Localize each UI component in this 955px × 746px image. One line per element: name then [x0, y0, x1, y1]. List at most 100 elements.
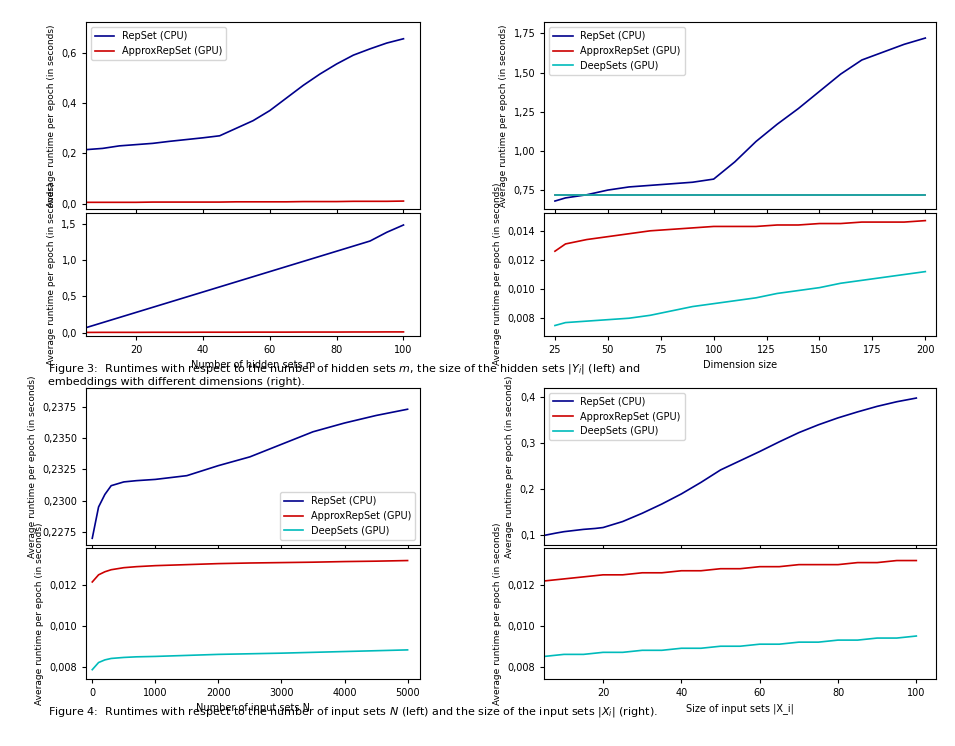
RepSet (CPU)	[899, 40, 910, 48]
ApproxRepSet (GPU)	[397, 197, 409, 206]
Line: RepSet (CPU): RepSet (CPU)	[86, 39, 403, 150]
Y-axis label: Average runtime per epoch (in seconds): Average runtime per epoch (in seconds)	[47, 25, 55, 207]
RepSet (CPU)	[130, 140, 141, 149]
ApproxRepSet (GPU)	[365, 197, 376, 206]
RepSet (CPU)	[754, 447, 766, 456]
RepSet (CPU)	[578, 525, 589, 534]
RepSet (CPU)	[793, 428, 804, 437]
RepSet (CPU)	[539, 531, 550, 540]
RepSet (CPU)	[276, 440, 287, 449]
RepSet (CPU)	[687, 178, 698, 186]
RepSet (CPU)	[150, 475, 161, 484]
RepSet (CPU)	[656, 500, 668, 509]
RepSet (CPU)	[666, 179, 677, 188]
ApproxRepSet (GPU)	[96, 198, 108, 207]
ApproxRepSet (GPU)	[80, 198, 92, 207]
RepSet (CPU)	[772, 120, 783, 129]
RepSet (CPU)	[550, 529, 562, 538]
RepSet (CPU)	[213, 461, 224, 470]
Legend: RepSet (CPU), ApproxRepSet (GPU), DeepSets (GPU): RepSet (CPU), ApproxRepSet (GPU), DeepSe…	[549, 28, 685, 75]
RepSet (CPU)	[549, 196, 561, 205]
RepSet (CPU)	[570, 526, 582, 535]
RepSet (CPU)	[714, 466, 727, 474]
X-axis label: Size of input sets |X_i|: Size of input sets |X_i|	[687, 703, 794, 715]
RepSet (CPU)	[99, 490, 111, 499]
RepSet (CPU)	[617, 517, 628, 526]
RepSet (CPU)	[814, 87, 825, 95]
Legend: RepSet (CPU), ApproxRepSet (GPU): RepSet (CPU), ApproxRepSet (GPU)	[91, 28, 226, 60]
RepSet (CPU)	[636, 509, 647, 518]
RepSet (CPU)	[244, 452, 256, 461]
RepSet (CPU)	[348, 51, 359, 60]
RepSet (CPU)	[87, 534, 98, 543]
RepSet (CPU)	[308, 427, 319, 436]
RepSet (CPU)	[695, 478, 707, 487]
RepSet (CPU)	[676, 489, 688, 498]
Y-axis label: Average runtime per epoch (in seconds): Average runtime per epoch (in seconds)	[493, 522, 502, 705]
ApproxRepSet (GPU)	[130, 198, 141, 207]
RepSet (CPU)	[852, 407, 863, 416]
Y-axis label: Average runtime per epoch (in seconds): Average runtime per epoch (in seconds)	[493, 183, 502, 366]
RepSet (CPU)	[734, 457, 746, 466]
ApproxRepSet (GPU)	[214, 198, 225, 207]
RepSet (CPU)	[624, 183, 635, 192]
RepSet (CPU)	[131, 476, 142, 485]
RepSet (CPU)	[402, 405, 414, 414]
RepSet (CPU)	[105, 481, 117, 490]
RepSet (CPU)	[93, 503, 104, 512]
RepSet (CPU)	[793, 104, 804, 113]
RepSet (CPU)	[891, 398, 902, 407]
RepSet (CPU)	[558, 527, 569, 536]
RepSet (CPU)	[114, 142, 125, 151]
RepSet (CPU)	[264, 106, 275, 115]
RepSet (CPU)	[589, 524, 601, 533]
ApproxRepSet (GPU)	[247, 198, 259, 207]
RepSet (CPU)	[920, 34, 931, 43]
RepSet (CPU)	[832, 413, 844, 422]
Y-axis label: Average runtime per epoch (in seconds): Average runtime per epoch (in seconds)	[499, 25, 508, 207]
ApproxRepSet (GPU)	[331, 197, 343, 206]
X-axis label: Size of hidden sets |Y_i|: Size of hidden sets |Y_i|	[196, 233, 310, 245]
ApproxRepSet (GPU)	[314, 197, 326, 206]
Text: Figure 4:  Runtimes with respect to the number of input sets $N$ (left) and the : Figure 4: Runtimes with respect to the n…	[48, 705, 657, 719]
RepSet (CPU)	[581, 190, 592, 199]
Y-axis label: Average runtime per epoch (in seconds): Average runtime per epoch (in seconds)	[34, 522, 44, 705]
RepSet (CPU)	[180, 135, 192, 144]
RepSet (CPU)	[774, 437, 785, 446]
RepSet (CPU)	[729, 157, 740, 166]
RepSet (CPU)	[331, 60, 343, 69]
X-axis label: Number of hidden sets m: Number of hidden sets m	[191, 360, 315, 370]
RepSet (CPU)	[397, 34, 409, 43]
ApproxRepSet (GPU)	[348, 197, 359, 206]
Line: ApproxRepSet (GPU): ApproxRepSet (GPU)	[86, 201, 403, 202]
ApproxRepSet (GPU)	[163, 198, 175, 207]
ApproxRepSet (GPU)	[281, 198, 292, 207]
ApproxRepSet (GPU)	[298, 197, 309, 206]
Legend: RepSet (CPU), ApproxRepSet (GPU), DeepSets (GPU): RepSet (CPU), ApproxRepSet (GPU), DeepSe…	[549, 393, 685, 440]
RepSet (CPU)	[878, 48, 889, 57]
RepSet (CPU)	[80, 145, 92, 154]
Y-axis label: Average runtime per epoch (in seconds): Average runtime per epoch (in seconds)	[28, 375, 37, 557]
RepSet (CPU)	[365, 44, 376, 53]
RepSet (CPU)	[298, 81, 309, 90]
RepSet (CPU)	[708, 175, 719, 184]
ApproxRepSet (GPU)	[264, 198, 275, 207]
RepSet (CPU)	[871, 402, 882, 411]
RepSet (CPU)	[118, 477, 130, 486]
RepSet (CPU)	[856, 55, 867, 64]
ApproxRepSet (GPU)	[381, 197, 393, 206]
ApproxRepSet (GPU)	[147, 198, 159, 207]
ApproxRepSet (GPU)	[114, 198, 125, 207]
Line: RepSet (CPU): RepSet (CPU)	[555, 38, 925, 201]
RepSet (CPU)	[751, 137, 762, 146]
X-axis label: Number of input sets N: Number of input sets N	[196, 703, 310, 713]
RepSet (CPU)	[181, 471, 193, 480]
RepSet (CPU)	[247, 116, 259, 125]
RepSet (CPU)	[339, 419, 350, 427]
Line: RepSet (CPU): RepSet (CPU)	[544, 398, 917, 536]
RepSet (CPU)	[231, 124, 243, 133]
RepSet (CPU)	[645, 181, 656, 189]
RepSet (CPU)	[560, 193, 571, 202]
Text: Figure 3:  Runtimes with respect to the number of hidden sets $m$, the size of t: Figure 3: Runtimes with respect to the n…	[48, 362, 640, 387]
ApproxRepSet (GPU)	[197, 198, 208, 207]
